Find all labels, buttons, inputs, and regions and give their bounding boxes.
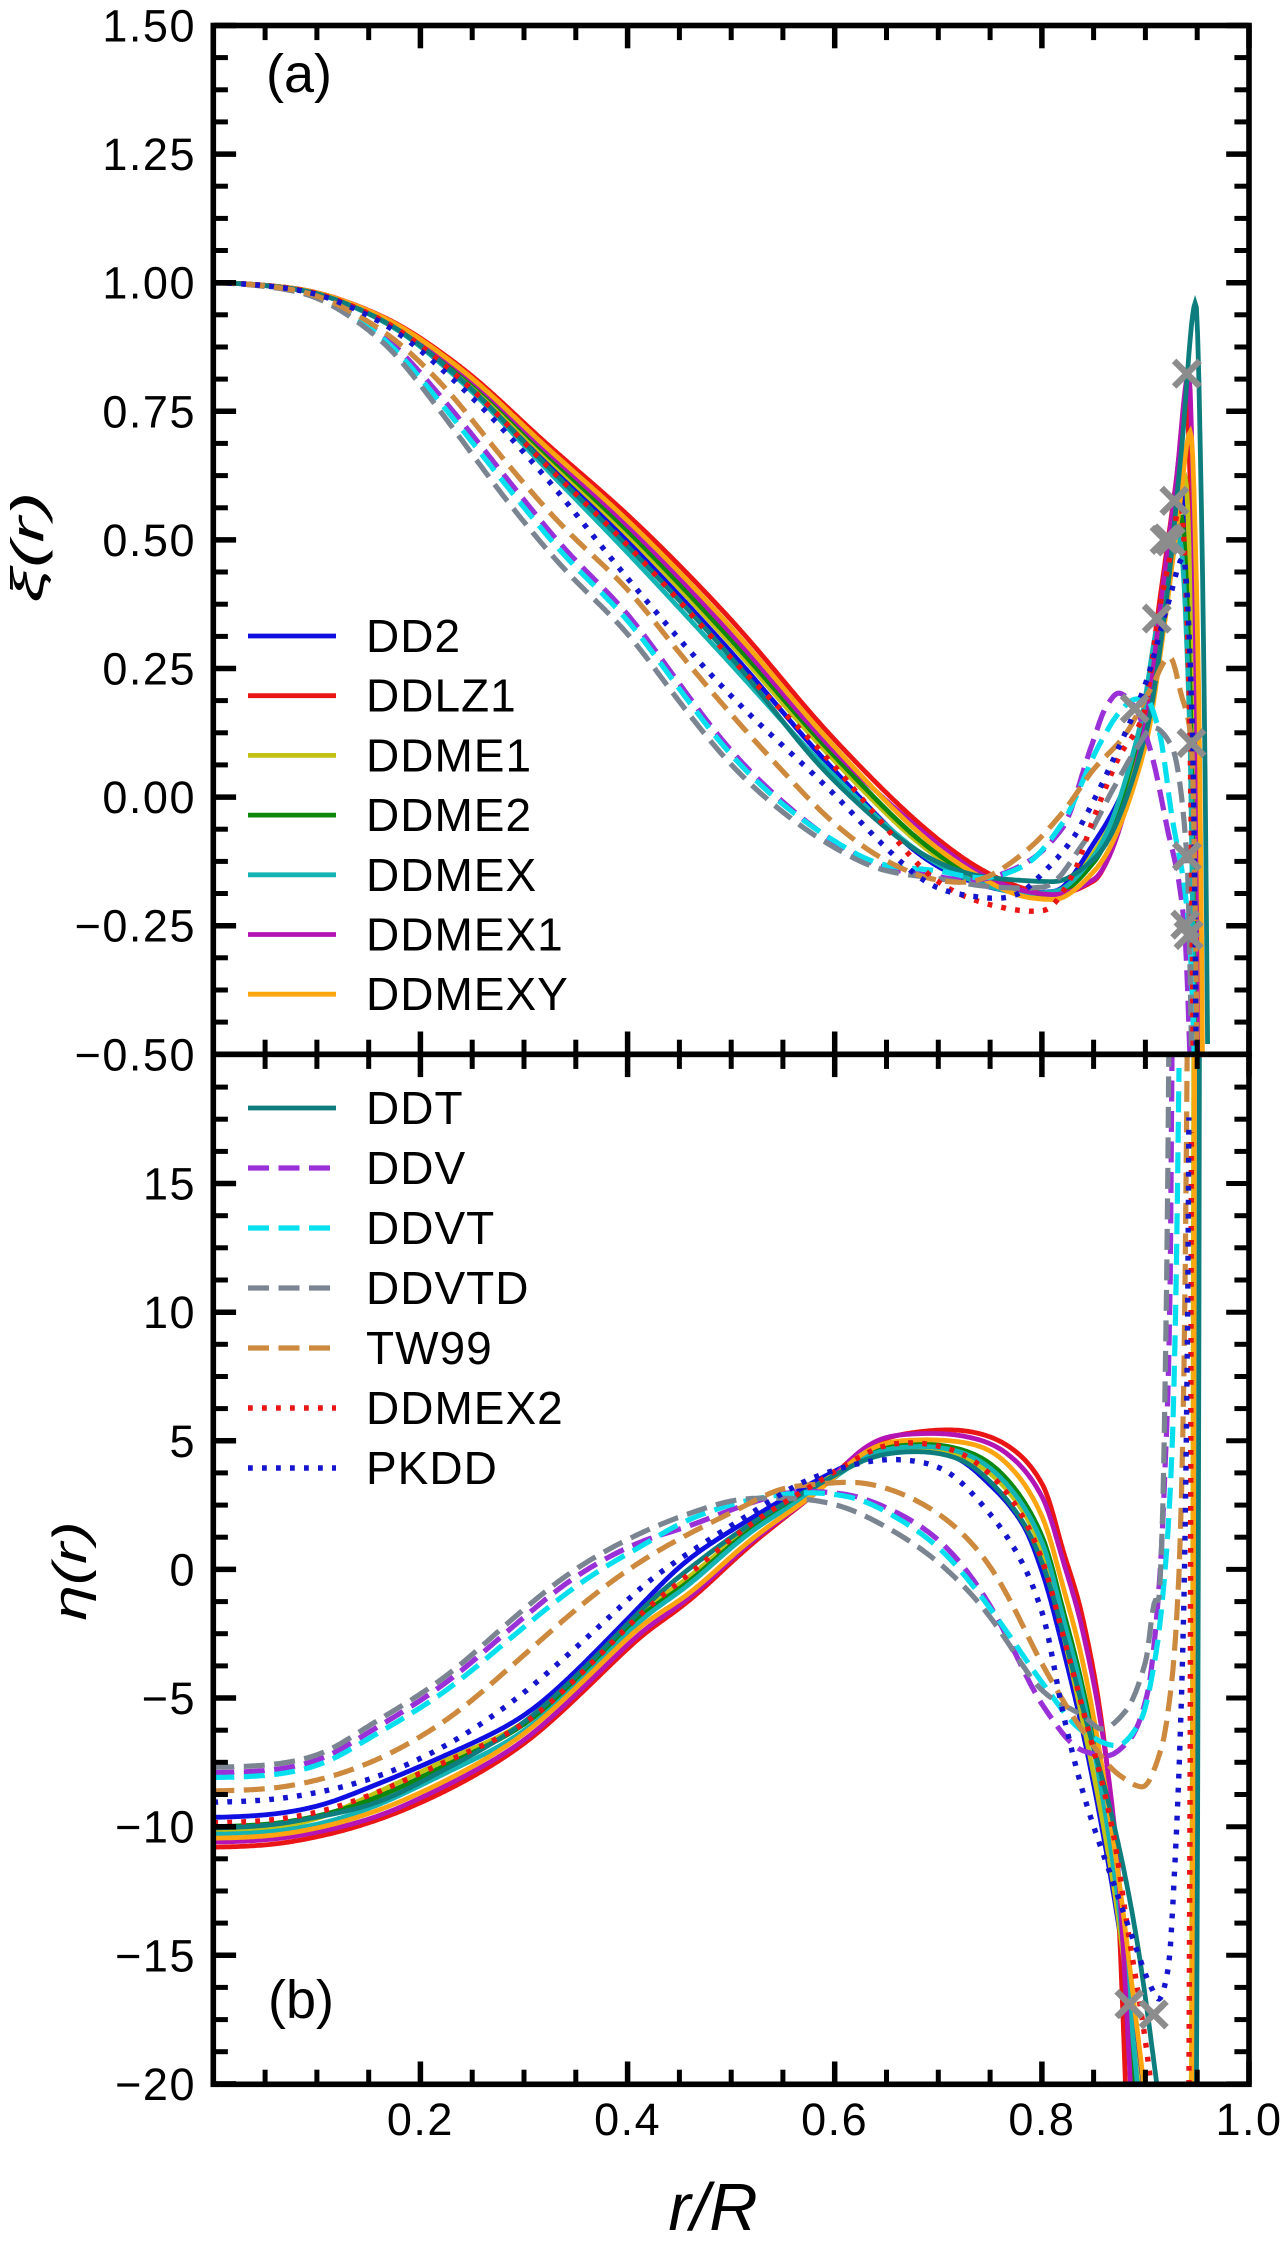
svg-text:DDMEX2: DDMEX2: [366, 1382, 564, 1434]
svg-text:0.75: 0.75: [102, 386, 196, 437]
svg-text:−10: −10: [115, 1802, 196, 1853]
svg-text:−5: −5: [142, 1673, 196, 1724]
svg-text:0.25: 0.25: [102, 644, 196, 695]
svg-text:DDMEX: DDMEX: [366, 849, 537, 901]
svg-text:DDME2: DDME2: [366, 789, 532, 841]
svg-text:1.50: 1.50: [102, 1, 196, 52]
svg-text:−0.50: −0.50: [75, 1029, 196, 1080]
svg-text:0: 0: [169, 1544, 196, 1595]
svg-text:r/R: r/R: [668, 2170, 757, 2245]
svg-text:−0.25: −0.25: [75, 901, 196, 952]
svg-text:5: 5: [169, 1416, 196, 1467]
svg-text:DDV: DDV: [366, 1142, 466, 1194]
svg-text:0.2: 0.2: [387, 2094, 454, 2145]
svg-text:ξ(r): ξ(r): [3, 492, 53, 603]
svg-text:DDT: DDT: [366, 1082, 464, 1134]
svg-text:DD2: DD2: [366, 610, 461, 662]
svg-text:DDLZ1: DDLZ1: [366, 670, 517, 722]
svg-text:1.00: 1.00: [102, 258, 196, 309]
svg-text:(a): (a): [266, 44, 332, 104]
svg-text:0.8: 0.8: [1008, 2094, 1075, 2145]
svg-text:0.50: 0.50: [102, 515, 196, 566]
svg-text:0.6: 0.6: [801, 2094, 868, 2145]
svg-text:TW99: TW99: [366, 1322, 493, 1374]
svg-text:(b): (b): [268, 1970, 334, 2030]
svg-text:DDVT: DDVT: [366, 1202, 495, 1254]
svg-text:−15: −15: [115, 1930, 196, 1981]
svg-text:−20: −20: [115, 2059, 196, 2110]
svg-text:DDMEXY: DDMEXY: [366, 968, 569, 1020]
svg-text:η(r): η(r): [43, 1521, 96, 1620]
svg-text:DDVTD: DDVTD: [366, 1262, 529, 1314]
svg-text:PKDD: PKDD: [366, 1442, 498, 1494]
svg-text:15: 15: [143, 1159, 196, 1210]
svg-text:1.25: 1.25: [102, 129, 196, 180]
svg-text:DDME1: DDME1: [366, 729, 532, 781]
svg-text:10: 10: [143, 1287, 196, 1338]
svg-text:0.00: 0.00: [102, 772, 196, 823]
svg-text:DDMEX1: DDMEX1: [366, 909, 564, 961]
svg-text:0.4: 0.4: [594, 2094, 661, 2145]
svg-text:1.0: 1.0: [1215, 2094, 1282, 2145]
